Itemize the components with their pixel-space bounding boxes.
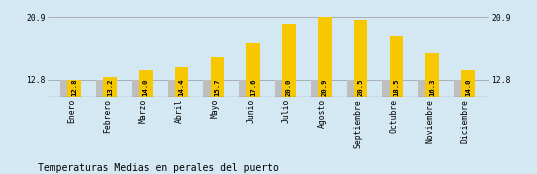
Bar [139, 70, 153, 97]
Bar [282, 24, 296, 97]
Bar [103, 77, 117, 97]
Text: 15.7: 15.7 [214, 79, 220, 96]
Bar [382, 80, 393, 97]
Bar [354, 20, 367, 97]
Bar [175, 67, 188, 97]
Text: 17.6: 17.6 [250, 79, 256, 96]
Text: Temperaturas Medias en perales del puerto: Temperaturas Medias en perales del puert… [38, 163, 279, 173]
Text: 12.8: 12.8 [71, 79, 77, 96]
Bar [418, 80, 428, 97]
Bar [311, 80, 321, 97]
Bar [425, 53, 439, 97]
Bar [454, 80, 464, 97]
Bar [275, 80, 285, 97]
Bar [67, 80, 81, 97]
Text: 16.3: 16.3 [429, 79, 435, 96]
Text: 20.9: 20.9 [322, 79, 328, 96]
Text: 18.5: 18.5 [393, 79, 400, 96]
Bar [132, 80, 142, 97]
Bar [168, 80, 178, 97]
Text: 20.5: 20.5 [358, 79, 364, 96]
Bar [389, 35, 403, 97]
Text: 13.2: 13.2 [107, 79, 113, 96]
Bar [346, 80, 357, 97]
Bar [461, 70, 475, 97]
Bar [211, 57, 224, 97]
Bar [60, 80, 70, 97]
Text: 20.0: 20.0 [286, 79, 292, 96]
Text: 14.4: 14.4 [178, 79, 185, 96]
Bar [246, 42, 260, 97]
Text: 14.0: 14.0 [465, 79, 471, 96]
Bar [239, 80, 249, 97]
Text: 14.0: 14.0 [143, 79, 149, 96]
Bar [204, 80, 213, 97]
Bar [96, 80, 106, 97]
Bar [318, 17, 331, 97]
